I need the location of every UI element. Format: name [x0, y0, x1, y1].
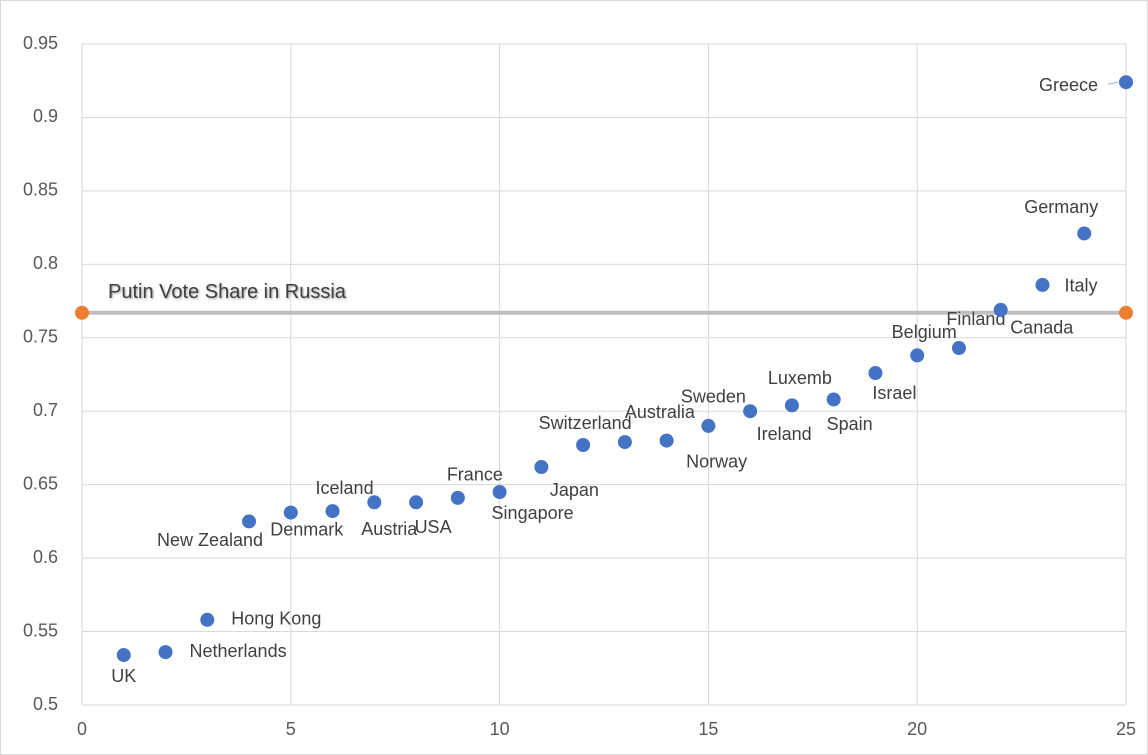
point-label: Switzerland [539, 413, 632, 433]
reference-point [1119, 305, 1133, 320]
point-label: Israel [872, 383, 916, 403]
point [200, 612, 215, 627]
point [617, 435, 632, 450]
point [409, 495, 424, 510]
y-tick-label: 0.7 [33, 400, 58, 420]
point-label: Hong Kong [231, 609, 321, 629]
reference-label: Putin Vote Share in Russia [108, 281, 347, 303]
point [868, 366, 883, 381]
point-label: Japan [550, 480, 599, 500]
y-tick-label: 0.8 [33, 253, 58, 273]
y-tick-label: 0.65 [23, 473, 58, 493]
point-label: Luxemb [768, 368, 832, 388]
point [576, 438, 591, 453]
point [283, 505, 298, 520]
point-label: Finland [946, 309, 1005, 329]
point-label: Austria [361, 519, 418, 539]
point [784, 398, 799, 413]
y-tick-label: 0.5 [33, 694, 58, 714]
point [1035, 277, 1050, 292]
point [367, 495, 382, 510]
x-tick-label: 0 [77, 719, 87, 739]
point [1077, 226, 1092, 241]
x-tick-label: 15 [698, 719, 718, 739]
point [659, 433, 674, 448]
x-tick-label: 25 [1116, 719, 1136, 739]
point-label: Spain [827, 414, 873, 434]
leader-line [1107, 81, 1119, 85]
point-label: Singapore [492, 503, 574, 523]
x-tick-label: 20 [907, 719, 927, 739]
point [951, 341, 966, 356]
point [1119, 75, 1133, 90]
point-label: Australia [625, 402, 696, 422]
point-label: Canada [1010, 318, 1074, 338]
y-tick-label: 0.55 [23, 620, 58, 640]
point [743, 404, 758, 419]
point-label: Greece [1039, 75, 1098, 95]
x-tick-label: 10 [490, 719, 510, 739]
point-label: Belgium [892, 322, 957, 342]
y-tick-label: 0.75 [23, 327, 58, 347]
point-label: Germany [1024, 197, 1098, 217]
y-tick-label: 0.95 [23, 33, 58, 53]
point [158, 645, 173, 660]
y-tick-label: 0.6 [33, 547, 58, 567]
point [993, 302, 1008, 317]
point [701, 418, 716, 433]
point [910, 348, 925, 363]
y-tick-label: 0.85 [23, 180, 58, 200]
point [116, 648, 131, 663]
point [534, 460, 549, 475]
point [492, 485, 507, 500]
point-label: USA [415, 517, 452, 537]
point-label: France [447, 465, 503, 485]
point [325, 504, 340, 519]
point [450, 490, 465, 505]
point [242, 514, 257, 529]
point-label: UK [111, 666, 136, 686]
y-tick-label: 0.9 [33, 106, 58, 126]
x-tick-label: 5 [286, 719, 296, 739]
point [826, 392, 841, 407]
point-label: Netherlands [190, 641, 287, 661]
point-label: Norway [686, 451, 747, 471]
point-label: Ireland [757, 424, 812, 444]
point-label: Iceland [316, 478, 374, 498]
point-label: Sweden [681, 387, 746, 407]
point-label: Denmark [270, 519, 344, 539]
point-label: New Zealand [157, 530, 263, 550]
point-label: Italy [1064, 276, 1097, 296]
reference-point [75, 305, 89, 320]
